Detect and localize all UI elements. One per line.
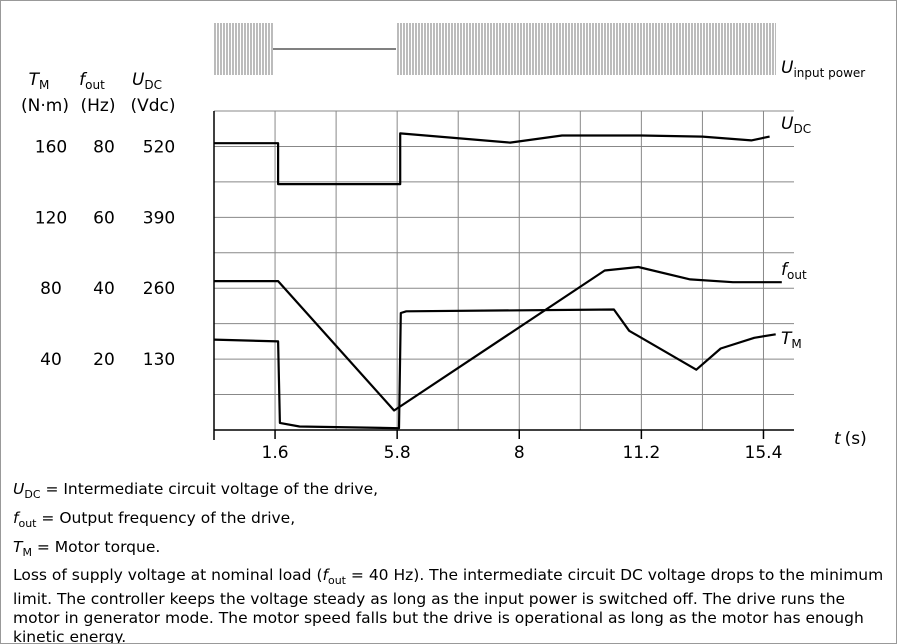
y-tick-label: 260 [143, 279, 175, 299]
input-power-on [396, 23, 776, 75]
symbol: f [13, 509, 19, 528]
axis-unit: (N·m) [21, 96, 69, 116]
x-tick-label: 1.6 [262, 443, 289, 463]
subscript: DC [144, 78, 162, 92]
x-tick-label: 15.4 [745, 443, 783, 463]
subscript: M [791, 337, 801, 351]
symbol: T [781, 329, 793, 349]
y-tick-label: 60 [93, 208, 115, 228]
symbol: U [13, 480, 25, 498]
subscript: out [18, 517, 37, 531]
axis-unit: (Vdc) [130, 96, 175, 116]
note: fout = Output frequency of the drive, [13, 508, 885, 534]
chart: Uinput power 1.6 5.8 8 11.2 15.4 t (s) 40 80 120 1… [21, 23, 867, 463]
symbol: U [781, 58, 794, 78]
input-power-label: Uinput power [781, 58, 865, 80]
note: TM = Motor torque. [13, 537, 885, 563]
series-line [214, 265, 782, 412]
axis-unit: (Hz) [81, 96, 116, 116]
axis-header: fout [79, 70, 105, 92]
series-label: TM [781, 329, 802, 351]
note: UDC = Intermediate circuit voltage of th… [13, 479, 885, 505]
y-tick-label: 390 [143, 208, 175, 228]
unit: (s) [845, 429, 867, 449]
note-text: = Intermediate circuit voltage of the dr… [40, 480, 379, 498]
series-label: UDC [781, 114, 811, 136]
y-tick-label: 520 [143, 137, 175, 157]
series-label: fout [781, 260, 807, 282]
y-tick-label: 40 [93, 279, 115, 299]
subscript: DC [793, 122, 811, 136]
symbol: U [132, 70, 145, 90]
text: Loss of supply voltage at nominal load ( [13, 566, 323, 585]
x-tick-label: 11.2 [622, 443, 660, 463]
symbol: f [781, 260, 790, 280]
symbol: U [781, 114, 794, 134]
subscript: M [39, 78, 49, 92]
symbol: t [834, 429, 842, 449]
x-tick-label: 5.8 [384, 443, 411, 463]
x-tick-label: 8 [514, 443, 525, 463]
subscript: DC [24, 488, 41, 502]
subscript: out [787, 268, 807, 282]
y-tick-label: 20 [93, 350, 115, 370]
text: = 40 Hz). The intermediate circuit DC vo… [13, 566, 884, 644]
y-tick-label: 120 [35, 208, 67, 228]
y-tick-label: 80 [40, 279, 62, 299]
paragraph: Loss of supply voltage at nominal load (… [13, 566, 885, 644]
subscript: M [22, 546, 32, 560]
y-tick-label: 80 [93, 137, 115, 157]
subscript: out [327, 574, 346, 588]
y-tick-label: 40 [40, 350, 62, 370]
y-tick-label: 130 [143, 350, 175, 370]
note-text: = Output frequency of the drive, [36, 509, 296, 528]
note-text: = Motor torque. [31, 538, 161, 557]
axis-header: TM [29, 70, 50, 92]
subscript: input power [793, 66, 865, 80]
notes: UDC = Intermediate circuit voltage of th… [13, 479, 885, 644]
symbol: T [13, 538, 23, 557]
series-line [213, 308, 776, 430]
input-power-on [214, 23, 273, 75]
symbol: f [79, 70, 88, 90]
symbol: f [322, 566, 328, 585]
x-axis-label: t (s) [834, 429, 867, 449]
subscript: out [85, 78, 105, 92]
symbol: T [29, 70, 41, 90]
y-tick-label: 160 [35, 137, 67, 157]
series-line [214, 132, 770, 186]
axis-header: UDC [132, 70, 162, 92]
